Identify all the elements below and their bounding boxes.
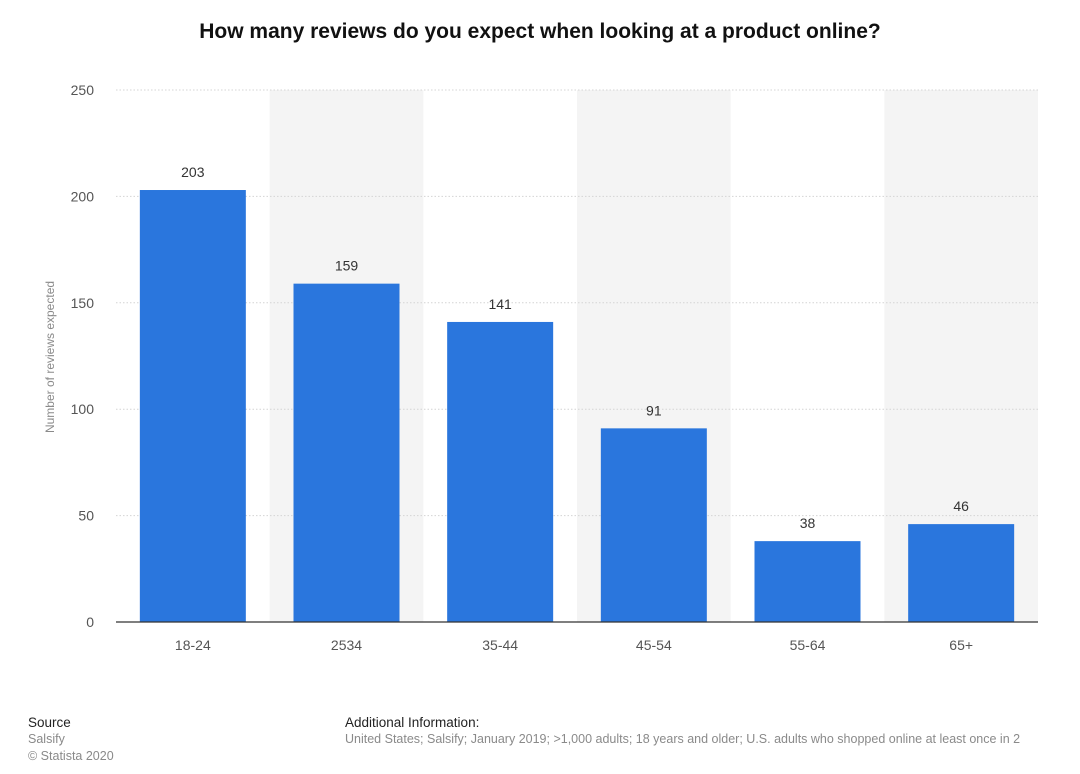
bar (447, 321, 554, 622)
bar-value-label: 38 (800, 515, 816, 531)
x-tick-label: 35-44 (482, 637, 518, 653)
bar (293, 283, 400, 622)
y-tick-label: 100 (71, 401, 95, 417)
copyright-text: © Statista 2020 (28, 749, 114, 763)
bar (600, 428, 707, 622)
additional-info-block: Additional Information: United States; S… (345, 714, 1080, 748)
bar-chart: 0 50 100 150 200 250 Number of reviews expecte… (43, 82, 1038, 653)
chart-title: How many reviews do you expect when look… (199, 20, 881, 43)
additional-info-text: United States; Salsify; January 2019; >1… (345, 732, 1021, 746)
bar-value-label: 141 (488, 296, 512, 312)
x-tick-label: 45-54 (636, 637, 672, 653)
bar-value-label: 159 (335, 258, 359, 274)
y-axis-title: Number of reviews expected (43, 281, 57, 433)
y-tick-label: 150 (71, 295, 95, 311)
bar (754, 541, 861, 622)
x-tick-label: 18-24 (175, 637, 211, 653)
source-name: Salsify (28, 732, 65, 746)
source-heading: Source (28, 715, 71, 730)
y-tick-label: 200 (71, 188, 95, 204)
bar-value-label: 46 (953, 498, 969, 514)
x-tick-label: 55-64 (790, 637, 826, 653)
x-tick-label: 65+ (949, 637, 973, 653)
x-tick-label: 2534 (331, 637, 362, 653)
bar (139, 190, 246, 623)
bar-value-label: 91 (646, 402, 662, 418)
additional-info-heading: Additional Information: (345, 715, 480, 730)
bar-value-label: 203 (181, 164, 205, 180)
source-block: Source Salsify © Statista 2020 (28, 714, 114, 765)
y-tick-label: 0 (86, 614, 94, 630)
bar (908, 524, 1015, 622)
y-tick-label: 250 (71, 82, 95, 98)
y-tick-label: 50 (78, 508, 94, 524)
